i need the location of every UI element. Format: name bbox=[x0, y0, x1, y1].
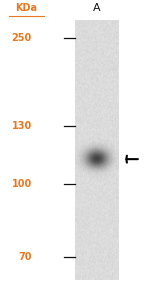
Text: 250: 250 bbox=[12, 33, 32, 43]
Text: A: A bbox=[93, 3, 101, 13]
Text: 70: 70 bbox=[18, 252, 32, 262]
Text: 100: 100 bbox=[12, 179, 32, 189]
Text: 130: 130 bbox=[12, 121, 32, 131]
Bar bbox=[75, 20, 119, 280]
Text: KDa: KDa bbox=[15, 3, 37, 13]
